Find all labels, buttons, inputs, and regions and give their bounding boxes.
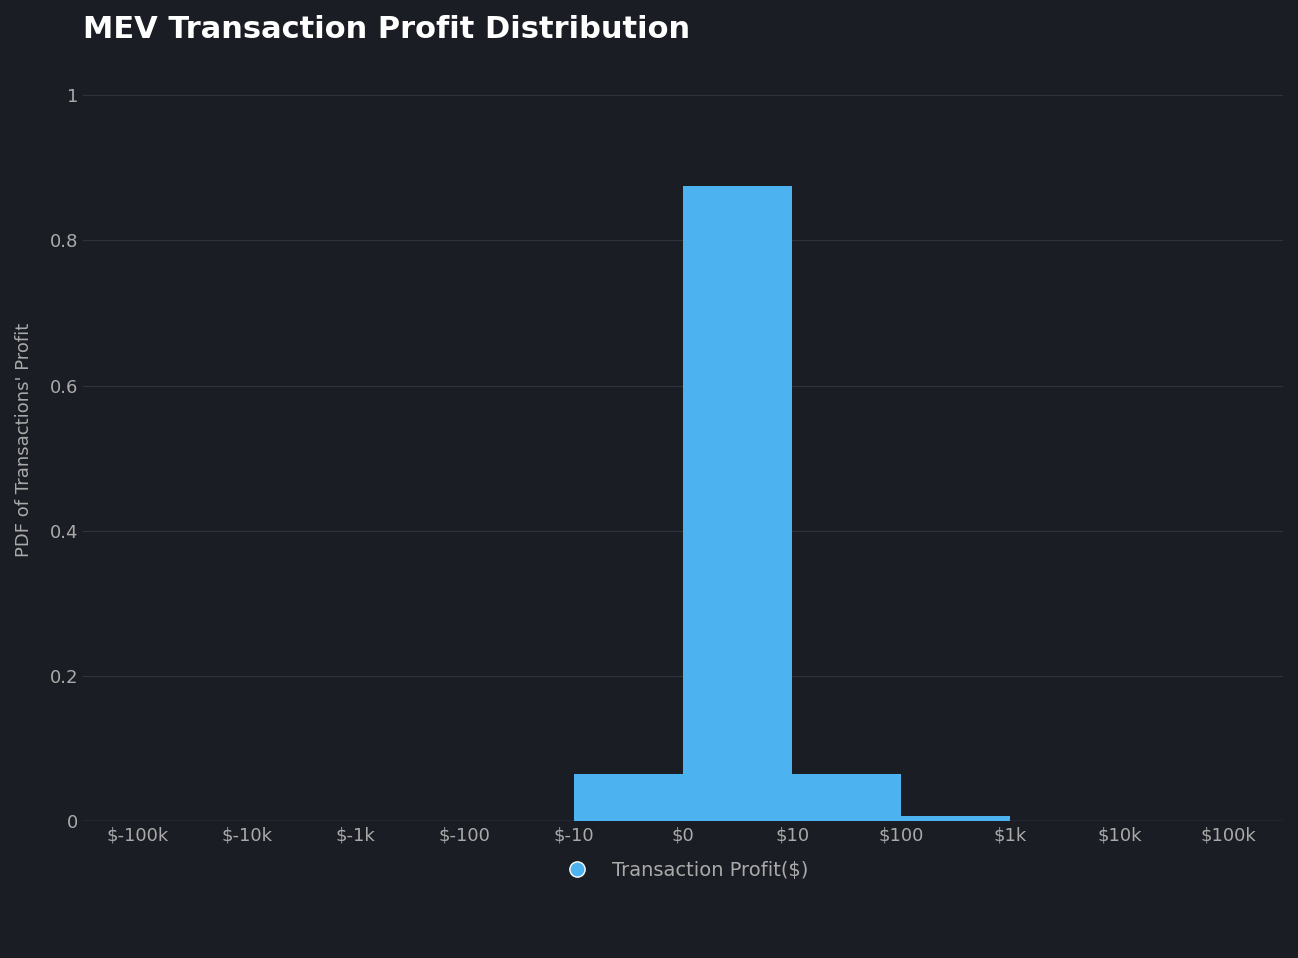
Text: MEV Transaction Profit Distribution: MEV Transaction Profit Distribution — [83, 15, 691, 44]
Bar — [792, 774, 901, 821]
Bar — [901, 815, 1010, 821]
Bar — [574, 774, 683, 821]
Y-axis label: PDF of Transactions' Profit: PDF of Transactions' Profit — [16, 323, 32, 558]
Legend: Transaction Profit($): Transaction Profit($) — [550, 854, 816, 888]
Bar — [683, 186, 792, 821]
